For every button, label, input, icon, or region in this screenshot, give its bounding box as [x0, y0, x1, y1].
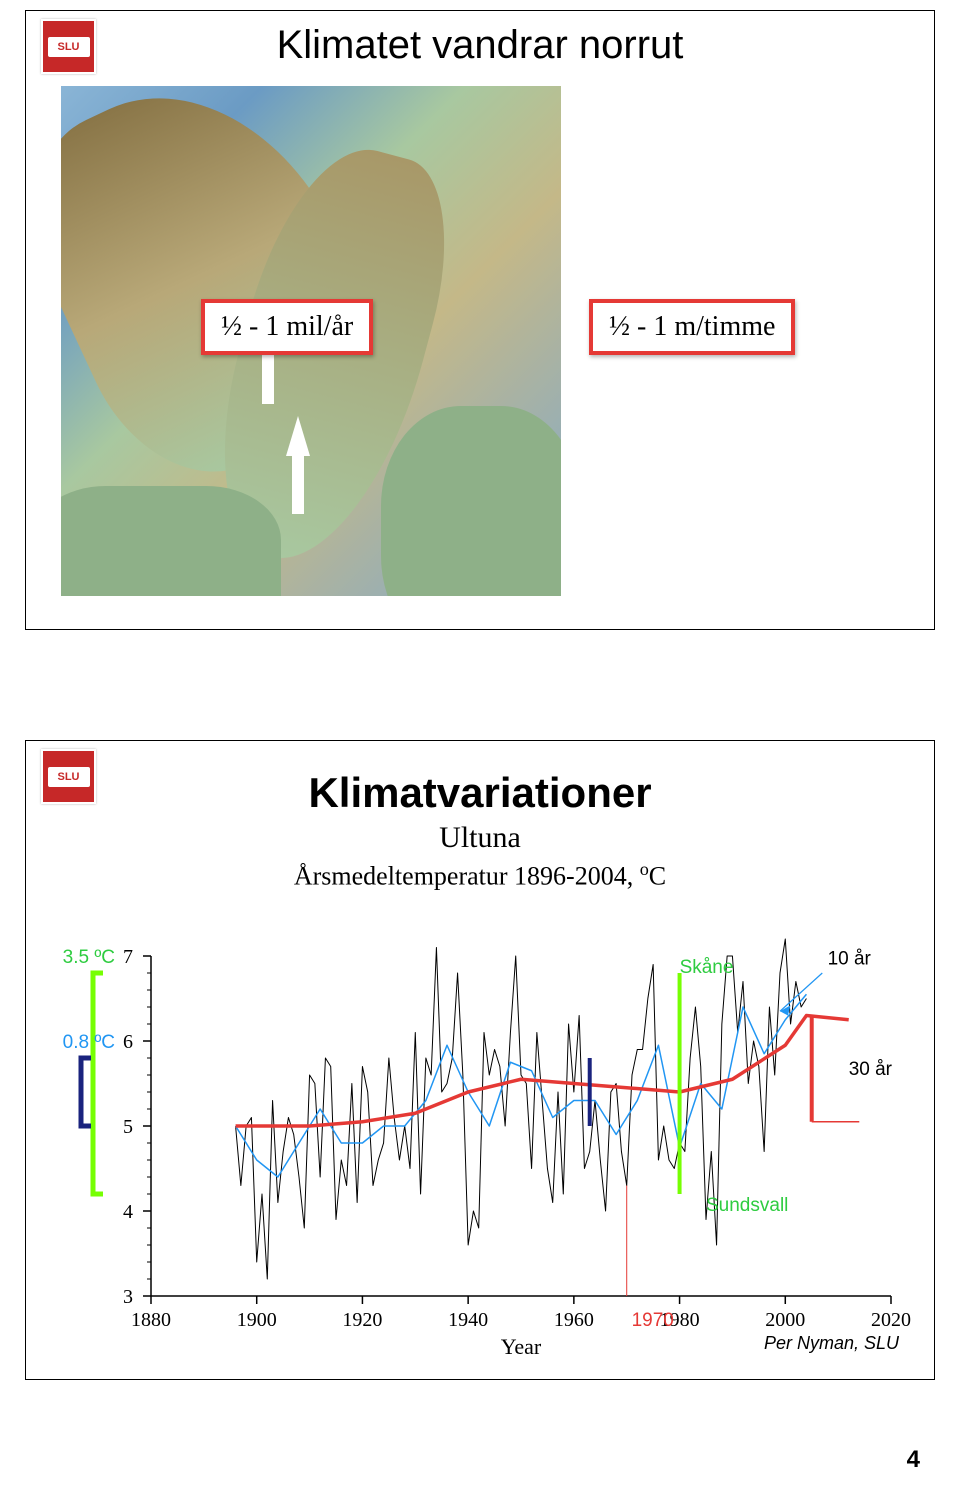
- svg-text:1920: 1920: [342, 1309, 382, 1331]
- arrow-stem-2: [292, 454, 304, 514]
- svg-text:7: 7: [123, 946, 133, 968]
- svg-text:30 år: 30 år: [849, 1059, 893, 1080]
- svg-text:1940: 1940: [448, 1309, 488, 1331]
- slide1-title: Klimatet vandrar norrut: [26, 23, 934, 68]
- slu-logo-text: SLU: [48, 37, 90, 57]
- arrow-north-2: [286, 416, 310, 456]
- svg-text:1880: 1880: [131, 1309, 171, 1331]
- svg-text:2000: 2000: [765, 1309, 805, 1331]
- page-number: 4: [907, 1446, 920, 1474]
- svg-text:Skåne: Skåne: [680, 957, 734, 978]
- chart-subtitle: Ultuna: [26, 821, 934, 855]
- svg-text:1960: 1960: [554, 1309, 594, 1331]
- slu-logo-text: SLU: [48, 767, 90, 787]
- svg-text:1900: 1900: [237, 1309, 277, 1331]
- svg-text:0.8 ºC: 0.8 ºC: [63, 1032, 115, 1053]
- svg-text:2020: 2020: [871, 1309, 911, 1331]
- slide-2: SLU Klimatvariationer Ultuna Årsmedeltem…: [25, 740, 935, 1380]
- svg-text:10 år: 10 år: [828, 949, 872, 970]
- chart-subtitle2: Årsmedeltemperatur 1896-2004, oC: [26, 859, 934, 892]
- slu-logo: SLU: [41, 749, 96, 804]
- slide-1: SLU Klimatet vandrar norrut ½ - 1 mil/år…: [25, 10, 935, 630]
- svg-text:5: 5: [123, 1116, 133, 1138]
- svg-text:3.5 ºC: 3.5 ºC: [63, 947, 115, 968]
- rate-label-mil: ½ - 1 mil/år: [201, 299, 373, 355]
- chart-title: Klimatvariationer: [26, 769, 934, 817]
- svg-text:Year: Year: [501, 1334, 542, 1359]
- svg-text:Sundsvall: Sundsvall: [706, 1195, 788, 1216]
- rate-label-m: ½ - 1 m/timme: [589, 299, 795, 355]
- svg-text:4: 4: [123, 1201, 133, 1223]
- credit-text: Per Nyman, SLU: [764, 1333, 899, 1354]
- svg-text:3: 3: [123, 1286, 133, 1308]
- temperature-chart: 3456718801900192019401960198020002020Yea…: [151, 956, 891, 1296]
- svg-text:6: 6: [123, 1031, 133, 1053]
- svg-text:1970: 1970: [632, 1310, 674, 1331]
- slu-logo: SLU: [41, 19, 96, 74]
